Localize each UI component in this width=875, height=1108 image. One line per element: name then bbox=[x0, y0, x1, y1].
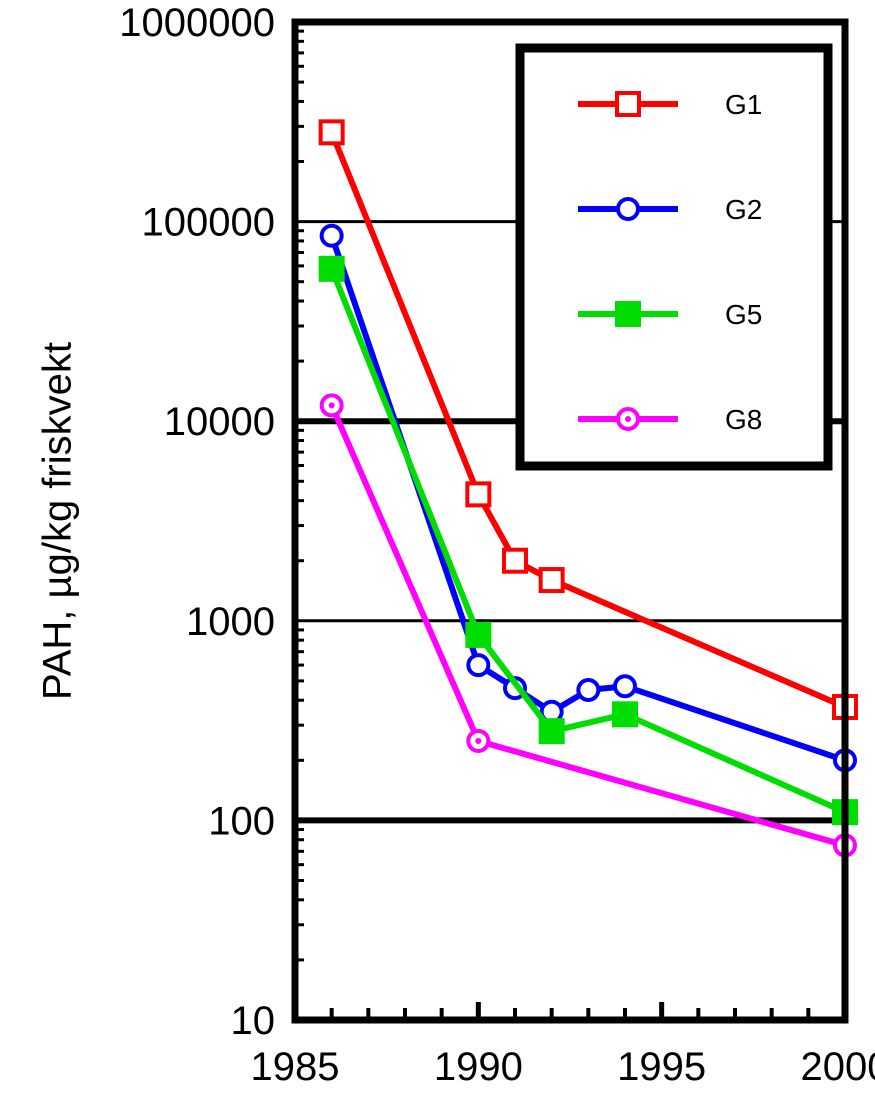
x-tick-label: 2000 bbox=[801, 1045, 875, 1089]
point-G1 bbox=[467, 483, 489, 505]
point-G2 bbox=[615, 676, 635, 696]
legend-box bbox=[520, 48, 828, 466]
x-tick-labels: 1985 1990 1995 2000 bbox=[251, 1045, 875, 1089]
legend-marker-center bbox=[625, 416, 631, 422]
y-tick-label: 100 bbox=[208, 799, 275, 843]
legend: G1 G2 G5 G8 bbox=[520, 48, 828, 466]
point-G8-center bbox=[475, 738, 481, 744]
legend-marker bbox=[617, 93, 639, 115]
x-tick-label: 1990 bbox=[434, 1045, 523, 1089]
y-tick-label: 1000 bbox=[186, 600, 275, 644]
point-G1 bbox=[504, 550, 526, 572]
point-G5 bbox=[320, 257, 344, 281]
legend-marker bbox=[618, 199, 638, 219]
x-tick-label: 1985 bbox=[251, 1045, 340, 1089]
y-axis-label: PAH, µg/kg friskvekt bbox=[36, 342, 80, 700]
point-G1 bbox=[321, 121, 343, 143]
point-G8-center bbox=[329, 402, 335, 408]
x-tick-label: 1995 bbox=[617, 1045, 706, 1089]
point-G2 bbox=[578, 680, 598, 700]
point-G5 bbox=[540, 719, 564, 743]
y-tick-label: 10000 bbox=[164, 400, 275, 444]
point-G2 bbox=[468, 655, 488, 675]
y-tick-label: 1000000 bbox=[119, 1, 275, 45]
point-G5 bbox=[613, 702, 637, 726]
legend-label: G1 bbox=[725, 89, 762, 120]
legend-label: G2 bbox=[725, 194, 762, 225]
y-tick-label: 10 bbox=[231, 999, 276, 1043]
y-tick-label: 100000 bbox=[142, 201, 275, 245]
point-G2 bbox=[322, 226, 342, 246]
point-G1 bbox=[541, 569, 563, 591]
legend-marker bbox=[616, 302, 640, 326]
y-tick-labels: 10 100 1000 10000 100000 1000000 bbox=[119, 1, 275, 1043]
legend-label: G5 bbox=[725, 299, 762, 330]
legend-label: G8 bbox=[725, 404, 762, 435]
point-G5 bbox=[466, 623, 490, 647]
